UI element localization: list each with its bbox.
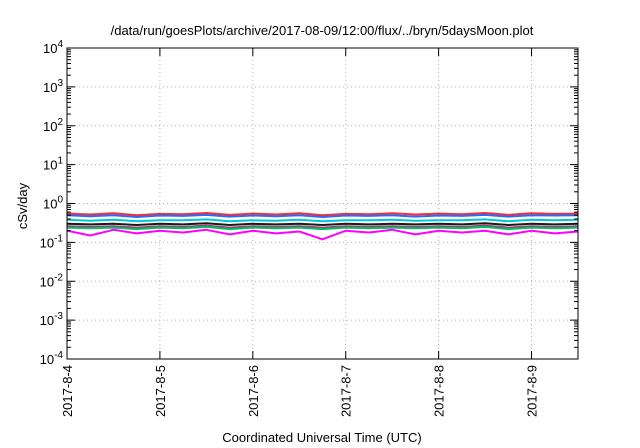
y-tick-labels: 10-4 10-3 10-2 10-1 100 101 102 103 104: [40, 39, 64, 367]
y-tick-label: 10-2: [40, 272, 64, 289]
y-tick-label: 102: [43, 117, 63, 134]
y-tick-label: 100: [43, 195, 63, 212]
series-line-2: [66, 213, 579, 218]
y-tick-label: 10-4: [40, 350, 64, 367]
x-tick-label: 2017-8-5: [153, 365, 168, 417]
x-axis-label: Coordinated Universal Time (UTC): [222, 430, 421, 445]
x-tick-label: 2017-8-6: [246, 365, 261, 417]
series-line-4: [66, 222, 579, 226]
series-line-3: [66, 218, 579, 223]
series-group: [66, 212, 579, 241]
series-line-5: [66, 224, 579, 229]
y-tick-label: 104: [43, 39, 63, 56]
y-tick-label: 10-1: [40, 233, 64, 250]
series-line-1: [66, 212, 579, 217]
x-tick-label: 2017-8-8: [432, 365, 447, 417]
chart-title: /data/run/goesPlots/archive/2017-08-09/1…: [111, 23, 534, 38]
tick-marks: [66, 47, 578, 360]
y-tick-label: 101: [43, 156, 63, 173]
x-tick-label: 2017-8-4: [60, 365, 75, 417]
series-line-7: [66, 228, 579, 241]
x-tick-label: 2017-8-7: [339, 365, 354, 417]
y-axis-label: cSv/day: [15, 182, 30, 229]
series-line-6: [66, 225, 579, 231]
y-tick-label: 103: [43, 78, 63, 95]
grid-lines: [67, 48, 578, 359]
x-tick-label: 2017-8-9: [525, 365, 540, 417]
y-tick-label: 10-3: [40, 311, 64, 328]
x-tick-labels: 2017-8-4 2017-8-5 2017-8-6 2017-8-7 2017-8-8…: [60, 365, 540, 417]
